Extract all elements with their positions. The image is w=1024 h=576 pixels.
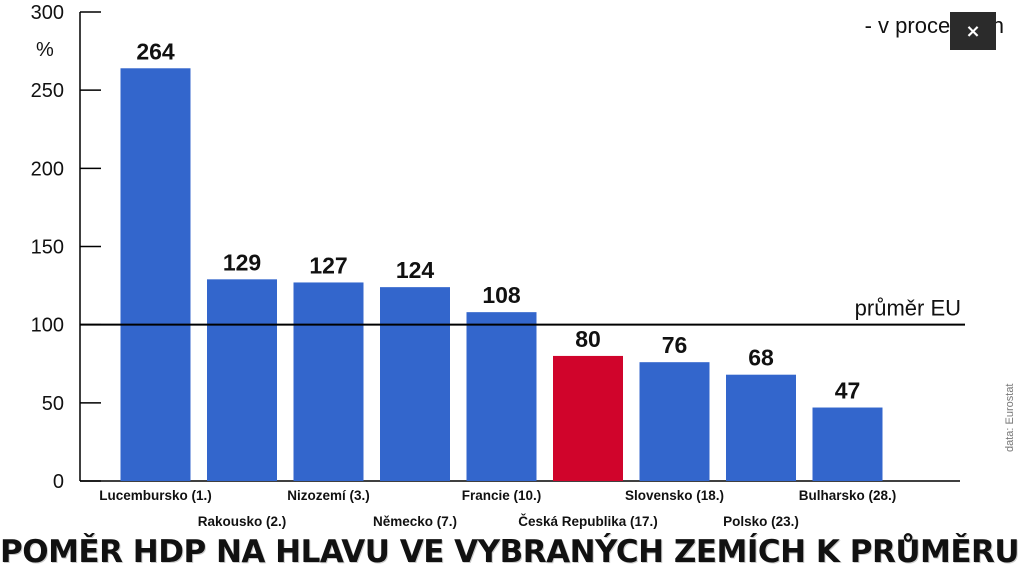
- y-axis-unit-label: %: [36, 39, 54, 61]
- category-label: Nizozemí (3.): [287, 488, 370, 503]
- category-label: Německo (7.): [373, 514, 457, 529]
- category-label: Slovensko (18.): [625, 488, 724, 503]
- chart-title: POMĚR HDP NA HLAVU VE VYBRANÝCH ZEMÍCH K…: [0, 534, 1024, 570]
- bar: [120, 68, 191, 481]
- value-label: 76: [662, 332, 688, 358]
- category-label: Francie (10.): [462, 488, 542, 503]
- value-label: 68: [748, 345, 774, 371]
- bar: [812, 407, 883, 481]
- eu-average-label: průměr EU: [855, 296, 961, 321]
- y-tick-label: 250: [31, 80, 64, 102]
- reference-line-group: průměr EU: [80, 296, 965, 326]
- y-tick-label: 0: [53, 471, 64, 493]
- y-tick-label: 150: [31, 237, 64, 259]
- value-label: 80: [575, 326, 601, 352]
- close-button[interactable]: ×: [950, 12, 996, 50]
- bar: [726, 374, 796, 481]
- value-label: 264: [136, 38, 175, 64]
- value-label: 124: [396, 257, 435, 283]
- category-label: Rakousko (2.): [198, 514, 287, 529]
- bar: [380, 287, 450, 481]
- value-label: 47: [835, 378, 861, 404]
- value-label: 127: [309, 252, 347, 278]
- y-tick-label: 50: [42, 393, 64, 415]
- bar: [639, 362, 710, 481]
- bar: [466, 312, 537, 481]
- y-tick-label: 300: [31, 2, 64, 24]
- category-label: Lucembursko (1.): [99, 488, 212, 503]
- category-label: Polsko (23.): [723, 514, 799, 529]
- y-tick-label: 100: [31, 315, 64, 337]
- value-label: 129: [223, 249, 261, 275]
- y-tick-label: 200: [31, 158, 64, 180]
- bar: [553, 355, 623, 481]
- bar: [207, 279, 277, 481]
- source-note: data: Eurostat: [1004, 383, 1016, 453]
- bars: [120, 68, 883, 481]
- category-label: Česká Republika (17.): [518, 514, 658, 529]
- category-label: Bulharsko (28.): [799, 488, 897, 503]
- value-label: 108: [482, 282, 521, 308]
- bar: [293, 282, 364, 481]
